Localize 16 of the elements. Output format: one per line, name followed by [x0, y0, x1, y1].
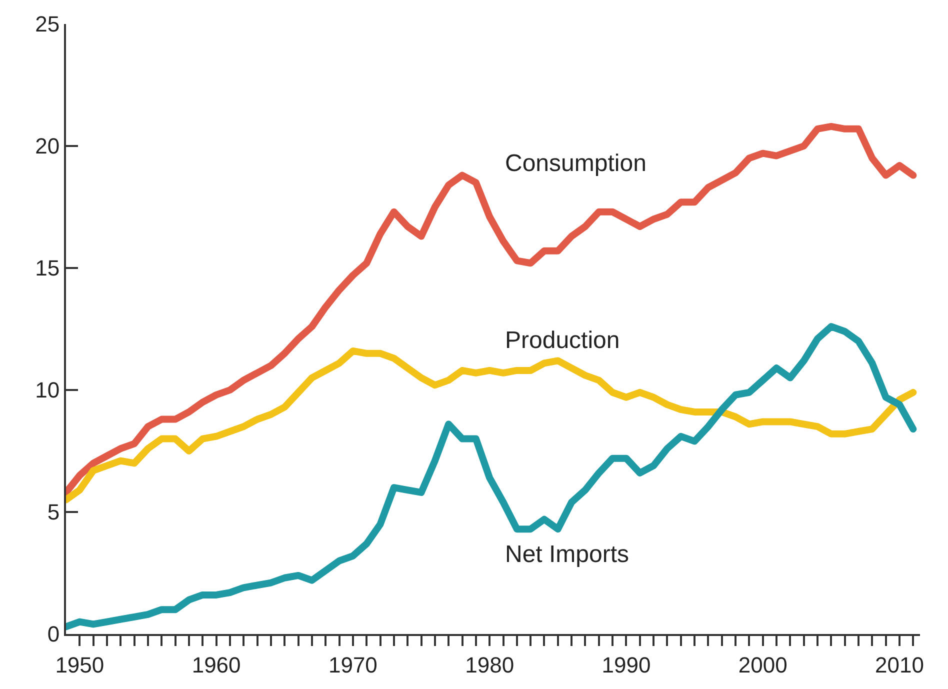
x-tick-label: 1950: [55, 652, 104, 678]
y-tick-label: 15: [35, 256, 60, 281]
y-tick-label: 25: [35, 12, 60, 37]
series-label: Consumption: [505, 150, 646, 177]
y-tick-label: 0: [47, 622, 60, 647]
x-tick-label: 1990: [602, 652, 651, 678]
y-tick-label: 20: [35, 134, 60, 159]
series-label: Net Imports: [505, 541, 630, 568]
y-tick-label: 5: [47, 500, 60, 525]
x-tick-label: 1980: [465, 652, 514, 678]
x-tick-label: 2010: [875, 652, 924, 678]
series-label: Production: [505, 327, 620, 354]
x-tick-label: 1960: [192, 652, 241, 678]
x-tick-label: 1970: [328, 652, 378, 678]
y-tick-label: 10: [35, 378, 60, 403]
x-tick-label: 2000: [738, 652, 788, 678]
